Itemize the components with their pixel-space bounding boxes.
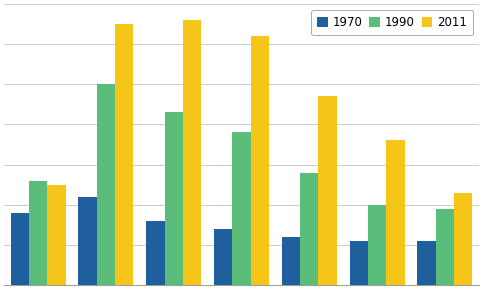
Bar: [300, 173, 318, 285]
Legend: 1970, 1990, 2011: 1970, 1990, 2011: [311, 10, 473, 35]
Bar: [417, 241, 436, 285]
Bar: [183, 20, 201, 285]
Bar: [97, 84, 115, 285]
Bar: [29, 181, 47, 285]
Bar: [165, 112, 183, 285]
Bar: [350, 241, 368, 285]
Bar: [386, 140, 405, 285]
Bar: [436, 209, 454, 285]
Bar: [214, 229, 232, 285]
Bar: [146, 221, 165, 285]
Bar: [47, 185, 66, 285]
Bar: [282, 237, 300, 285]
Bar: [115, 24, 133, 285]
Bar: [232, 132, 251, 285]
Bar: [454, 192, 472, 285]
Bar: [368, 205, 386, 285]
Bar: [11, 213, 29, 285]
Bar: [251, 36, 269, 285]
Bar: [78, 197, 97, 285]
Bar: [318, 97, 337, 285]
